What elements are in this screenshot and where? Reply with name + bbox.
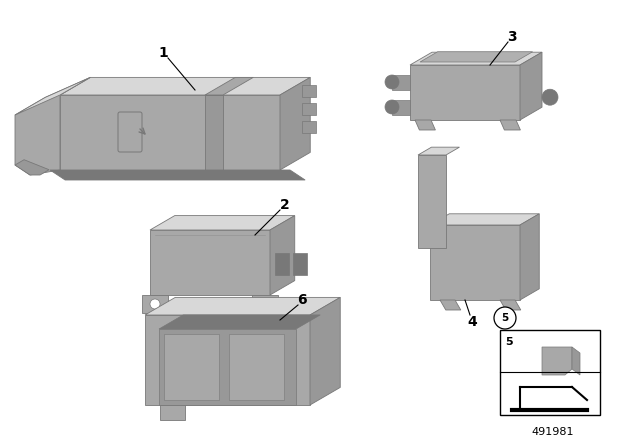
Polygon shape [145,315,310,405]
Polygon shape [500,300,521,310]
Circle shape [385,75,399,89]
Text: 2: 2 [280,198,290,212]
Text: 4: 4 [467,315,477,329]
Polygon shape [270,215,295,295]
FancyBboxPatch shape [118,112,142,152]
Polygon shape [50,170,305,180]
Circle shape [494,307,516,329]
Circle shape [542,89,558,105]
Polygon shape [205,78,253,95]
Polygon shape [15,78,90,115]
FancyBboxPatch shape [302,86,316,97]
Polygon shape [392,75,410,90]
Polygon shape [572,347,580,375]
Polygon shape [410,52,542,65]
Text: 1: 1 [158,46,168,60]
Polygon shape [229,334,284,400]
Polygon shape [418,147,460,155]
FancyBboxPatch shape [302,103,316,116]
Polygon shape [205,95,223,170]
Polygon shape [430,214,540,225]
Polygon shape [500,120,520,130]
Circle shape [150,299,160,309]
Polygon shape [310,297,340,405]
Polygon shape [542,347,572,375]
FancyBboxPatch shape [275,253,289,275]
Polygon shape [60,95,280,170]
Polygon shape [150,230,270,295]
Text: 5: 5 [505,337,513,347]
Polygon shape [420,52,532,62]
Polygon shape [280,78,310,170]
FancyBboxPatch shape [500,330,600,415]
Text: 491981: 491981 [532,427,574,437]
Polygon shape [440,300,461,310]
Polygon shape [164,334,219,400]
Polygon shape [252,295,278,313]
Polygon shape [150,215,295,230]
Polygon shape [415,120,435,130]
Polygon shape [418,155,446,247]
FancyBboxPatch shape [293,253,307,275]
Polygon shape [392,100,410,115]
FancyBboxPatch shape [302,121,316,134]
Polygon shape [430,225,520,300]
Polygon shape [15,160,49,175]
Polygon shape [159,329,296,405]
Polygon shape [145,297,340,315]
Polygon shape [520,214,540,300]
Text: 5: 5 [501,313,509,323]
Circle shape [260,299,270,309]
Polygon shape [410,65,520,120]
Polygon shape [520,52,542,120]
Circle shape [385,100,399,114]
Polygon shape [60,78,310,95]
Text: 3: 3 [507,30,517,44]
Polygon shape [160,405,185,420]
Text: 6: 6 [297,293,307,307]
Polygon shape [15,78,90,175]
Polygon shape [159,315,320,329]
Polygon shape [142,295,168,313]
